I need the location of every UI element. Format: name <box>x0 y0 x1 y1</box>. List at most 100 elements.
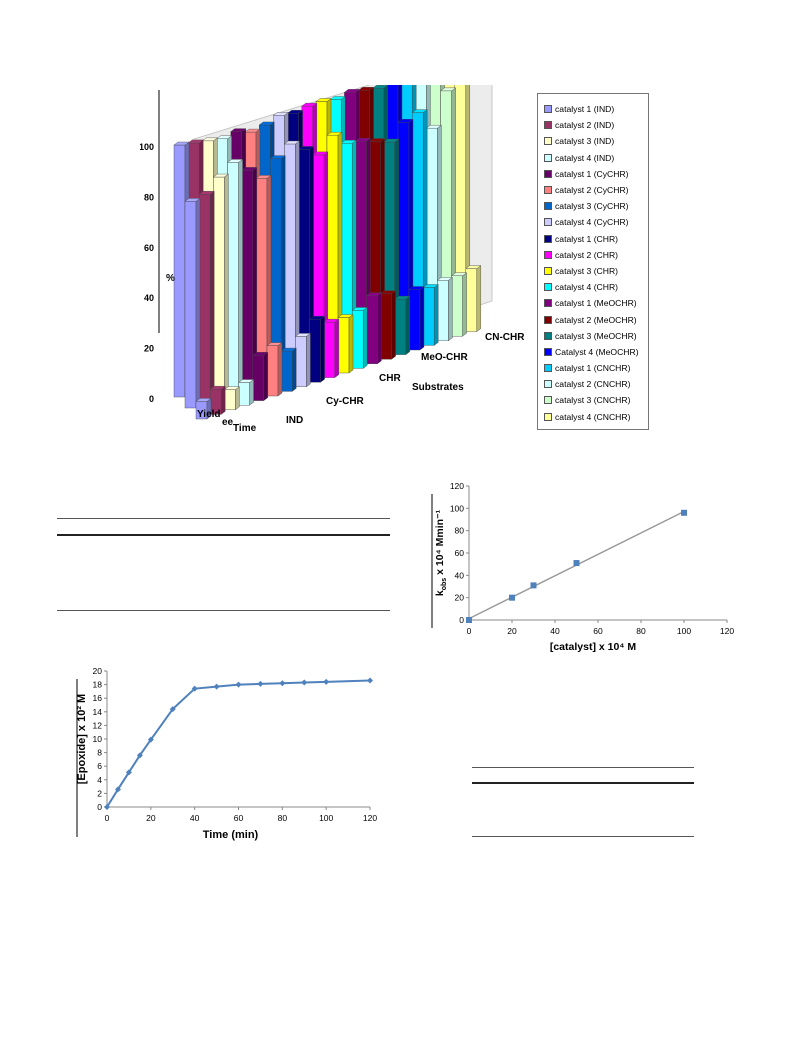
bar3d-bar <box>408 286 425 351</box>
kobs-xtick: 80 <box>636 626 646 636</box>
table1-header-rule <box>57 534 390 536</box>
kobs-chart: 0 20 40 60 80 100 120 0 20 40 60 80 100 120 [catalyst]… <box>428 478 738 656</box>
legend-swatch <box>544 202 552 211</box>
kobs-ytick: 120 <box>450 481 464 491</box>
bar3d-bar <box>323 318 340 378</box>
legend-item: catalyst 2 (CNCHR) <box>544 376 648 392</box>
bar3d-bar <box>365 292 382 365</box>
bar3d-ytick: 80 <box>144 192 154 202</box>
legend-label: catalyst 3 (CHR) <box>555 265 619 276</box>
bar3d-bar <box>337 314 354 374</box>
legend-swatch <box>544 396 552 405</box>
epox-ytick: 0 <box>97 802 102 812</box>
bar3d-substrate-label: IND <box>286 415 303 426</box>
bar3d-substrate-label: CN-CHR <box>485 332 525 343</box>
bar3d-bar <box>223 386 240 411</box>
bar3d-bar <box>266 342 283 397</box>
legend-item: catalyst 4 (CHR) <box>544 279 648 295</box>
epox-series-line <box>106 679 371 808</box>
legend-item: catalyst 2 (IND) <box>544 117 648 133</box>
epox-point <box>125 769 132 776</box>
kobs-ylabel: kobs x 10⁴ Mmin⁻¹ <box>434 509 448 596</box>
legend-item: catalyst 1 (IND) <box>544 101 648 117</box>
legend-item: catalyst 1 (CNCHR) <box>544 360 648 376</box>
bar3d-ytick: 0 <box>149 394 154 404</box>
bar3d-bar <box>238 379 255 406</box>
legend-swatch <box>544 234 552 243</box>
kobs-ytick: 0 <box>459 615 464 625</box>
legend-label: catalyst 1 (IND) <box>555 104 615 115</box>
kobs-xtick: 100 <box>677 626 691 636</box>
legend-label: Catalyst 4 (MeOCHR) <box>555 346 639 357</box>
table2-bottom-rule <box>472 836 694 837</box>
epox-xtick: 100 <box>319 813 333 823</box>
legend-label: catalyst 4 (CHR) <box>555 282 619 293</box>
legend-item: catalyst 4 (IND) <box>544 150 648 166</box>
kobs-xtick: 20 <box>507 626 517 636</box>
legend-label: catalyst 4 (IND) <box>555 152 615 163</box>
epox-point <box>114 786 121 793</box>
bar3d-bar <box>326 131 343 363</box>
epox-point <box>147 736 154 743</box>
legend-swatch <box>544 169 552 178</box>
epox-point <box>367 677 373 684</box>
bar3d-metric-label: Time <box>233 423 257 434</box>
bar3d-ytick: 100 <box>140 142 154 152</box>
epox-point <box>191 685 198 692</box>
legend-label: catalyst 2 (CHR) <box>555 249 619 260</box>
bar3d-bar <box>451 272 468 337</box>
legend-item: catalyst 3 (CNCHR) <box>544 392 648 408</box>
legend-item: catalyst 2 (CyCHR) <box>544 182 648 198</box>
legend-label: catalyst 3 (IND) <box>555 136 615 147</box>
legend-swatch <box>544 186 552 195</box>
epox-point <box>213 683 220 690</box>
legend-item: catalyst 3 (MeOCHR) <box>544 328 648 344</box>
legend-swatch <box>544 250 552 259</box>
epox-ytick: 12 <box>93 720 103 730</box>
kobs-point <box>509 594 515 601</box>
legend-item: catalyst 1 (MeOCHR) <box>544 295 648 311</box>
legend-item: catalyst 3 (CyCHR) <box>544 198 648 214</box>
bar3d-bar <box>309 315 326 383</box>
bar3d-bar <box>252 351 269 401</box>
epox-ytick: 14 <box>93 707 103 717</box>
epox-point <box>104 804 110 810</box>
legend-item: catalyst 1 (CHR) <box>544 231 648 247</box>
legend-swatch <box>544 299 552 308</box>
bar3d-bar <box>255 174 272 386</box>
kobs-ytick: 100 <box>450 503 464 513</box>
bar3d-substrate-label: CHR <box>379 373 401 384</box>
bar3d-bar <box>294 333 311 388</box>
legend-label: catalyst 1 (CyCHR) <box>555 168 629 179</box>
kobs-xtick: 0 <box>467 626 472 636</box>
legend-label: catalyst 1 (CHR) <box>555 233 619 244</box>
legend-item: catalyst 3 (IND) <box>544 133 648 149</box>
table1-bottom-rule <box>57 610 390 611</box>
bar3d-bar <box>280 347 297 392</box>
bar3d-bar <box>198 190 215 404</box>
table2-header-rule <box>472 782 694 784</box>
legend-item: catalyst 2 (MeOCHR) <box>544 311 648 327</box>
bar3d-bar <box>212 173 229 400</box>
legend-label: catalyst 1 (CNCHR) <box>555 363 631 374</box>
legend-swatch <box>544 218 552 227</box>
legend-label: catalyst 1 (MeOCHR) <box>555 298 637 309</box>
epox-point <box>136 752 143 759</box>
epox-point <box>323 678 330 685</box>
kobs-point <box>530 582 537 589</box>
bar3d-bar <box>184 197 201 409</box>
bar3d-bar <box>380 290 397 360</box>
epox-point <box>257 680 264 687</box>
epox-ytick: 10 <box>93 734 103 744</box>
epox-ytick: 4 <box>97 775 102 785</box>
legend-label: catalyst 2 (MeOCHR) <box>555 314 637 325</box>
epoxide-chart: 0 2 4 6 8 10 12 14 16 18 20 0 20 40 60 80 100 120 Time (mi… <box>73 665 393 847</box>
legend-item: catalyst 1 (CyCHR) <box>544 166 648 182</box>
epox-ytick: 8 <box>97 748 102 758</box>
epox-ytick: 2 <box>97 788 102 798</box>
legend-swatch <box>544 380 552 389</box>
legend-item: catalyst 4 (CNCHR) <box>544 409 648 425</box>
bar3d-xlabel: Substrates <box>412 382 464 393</box>
epox-xtick: 80 <box>278 813 288 823</box>
kobs-xtick: 120 <box>720 626 734 636</box>
